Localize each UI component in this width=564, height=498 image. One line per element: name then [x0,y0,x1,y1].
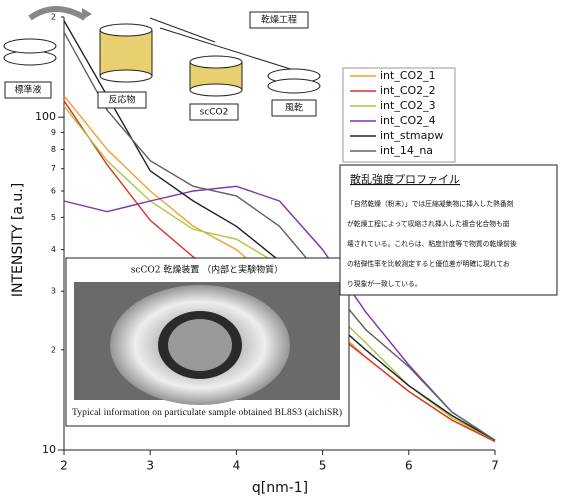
note-line: り現象が一致している。 [347,279,422,288]
y-tick-label: 5 [51,213,56,222]
photo-inner [168,319,232,371]
dish [268,79,320,93]
photo-inset: scCO2 乾燥装置 （内部と実験物質） Typical information… [66,258,349,426]
dish [4,39,56,53]
legend-label: int_CO2_1 [380,69,436,82]
arrow [150,18,215,42]
note-title: 散乱強度プロファイル [350,172,460,186]
diagram-label: 標準液 [14,84,41,96]
sample-stack [100,30,152,76]
legend-label: int_CO2_3 [380,99,436,112]
legend-label: int_CO2_2 [380,84,436,97]
note-line: の粘弾性率を比較測定すると優位差が明確に現れてお [347,259,510,268]
chart: 10 2 3 4 5 6 7 8 9 100 2 2 3 4 5 6 7 scCO2 乾燥装置 （内部と実験物質… [0,0,564,498]
y-tick-label: 100 [35,110,56,123]
y-tick-label: 9 [51,128,56,137]
y-tick-label: 6 [51,187,56,196]
diagram-label: 風乾 [285,102,303,114]
legend-label: int_stmapw [380,129,443,142]
note-line: 「自然乾燥（粉末）」では圧縮凝集物に挿入した熱番剤 [347,199,514,208]
dish [100,70,152,82]
diagram-label: scCO2 [200,108,229,118]
diagram-label: 乾燥工程 [261,14,297,26]
photo-caption: Typical information on particulate sampl… [72,407,342,418]
x-tick-label: 4 [233,459,241,473]
note-line: 壊されている。これらは、粘度計度等で物質の乾燥前後 [347,239,517,248]
y-tick-label: 3 [51,287,56,296]
legend-label: int_CO2_4 [380,114,436,127]
arrow-head [82,8,92,20]
y-axis-label: INTENSITY [a.u.] [10,183,26,297]
y-tick-label: 8 [51,145,56,154]
x-tick-label: 6 [405,459,413,473]
dish [100,24,152,36]
arrow [30,9,85,18]
dish [190,84,242,96]
x-tick-label: 2 [60,459,68,473]
note-box: 散乱強度プロファイル [340,165,557,295]
dish [190,56,242,68]
diagram-label: 反応物 [108,94,135,106]
y-tick-label: 10 [42,443,56,456]
note-line: が乾燥工程によって収縮され挿入した複合化合物も崩 [347,219,510,228]
photo-title: scCO2 乾燥装置 （内部と実験物質） [131,264,283,276]
x-tick-label: 7 [491,459,499,473]
y-tick-label: 2 [51,345,56,354]
legend: int_CO2_1 int_CO2_2 int_CO2_3 int_CO2_4 int_… [343,68,455,162]
y-tick-label: 7 [51,164,56,173]
y-tick-label: 2 [51,13,56,22]
x-tick-label: 3 [146,459,154,473]
x-axis-label: q[nm-1] [252,480,308,496]
y-tick-label: 4 [51,245,56,254]
legend-label: int_14_na [380,144,433,157]
x-tick-label: 5 [319,459,327,473]
